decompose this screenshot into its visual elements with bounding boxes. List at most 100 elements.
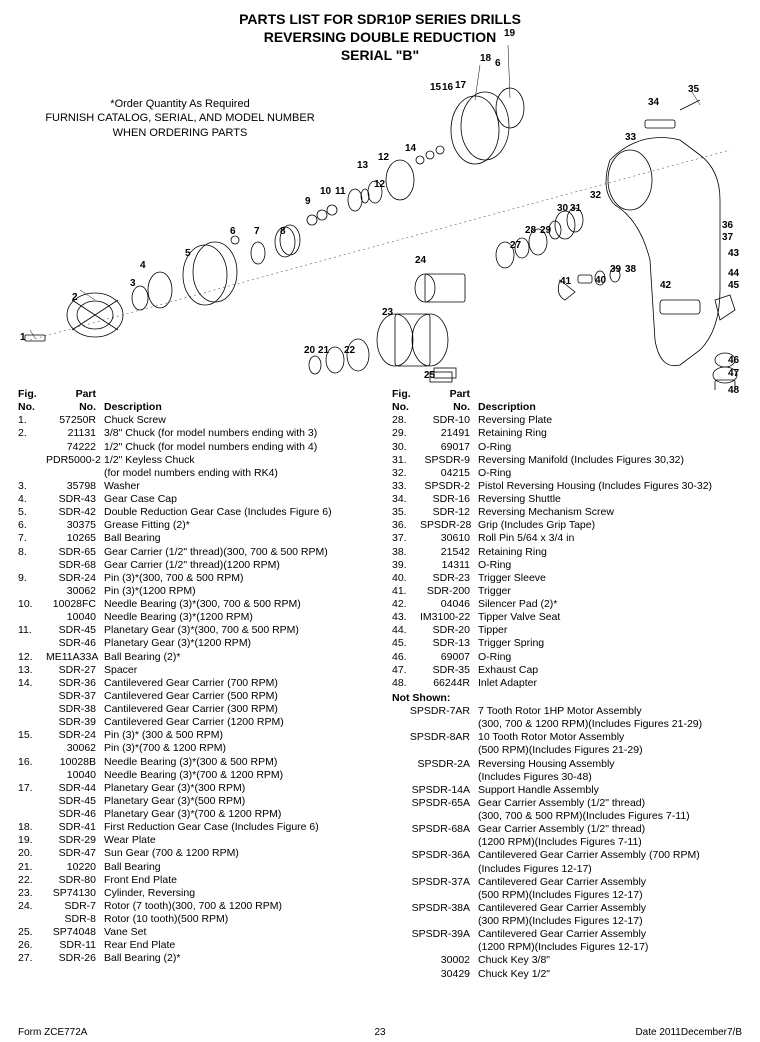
table-row: 31.SPSDR-9Reversing Manifold (Includes F… [392, 454, 748, 467]
fig-no [18, 716, 46, 729]
table-row: 38.21542Retaining Ring [392, 546, 748, 559]
part-no: SP74048 [46, 926, 104, 939]
description: (300, 700 & 1200 RPM)(Includes Figures 2… [478, 718, 748, 731]
fig-no: 41. [392, 585, 420, 598]
table-row: 30002Chuck Key 3/8" [392, 954, 748, 967]
callout-16: 16 [442, 82, 453, 93]
description: Pistol Reversing Housing (Includes Figur… [478, 480, 748, 493]
callout-45: 45 [728, 280, 739, 291]
description: Front End Plate [104, 874, 374, 887]
description: Needle Bearing (3)*(300 & 500 RPM) [104, 756, 374, 769]
part-no: SPSDR-36A [392, 849, 478, 862]
table-row: 23.SP74130Cylinder, Reversing [18, 887, 374, 900]
part-no: 10265 [46, 532, 104, 545]
fig-no: 47. [392, 664, 420, 677]
description: Rotor (7 tooth)(300, 700 & 1200 RPM) [104, 900, 374, 913]
fig-no [18, 611, 46, 624]
callout-6: 6 [495, 58, 501, 69]
table-row: 43.IM3100-22Tipper Valve Seat [392, 611, 748, 624]
table-row: 742221/2" Chuck (for model numbers endin… [18, 441, 374, 454]
description: (Includes Figures 30-48) [478, 771, 748, 784]
description: (Includes Figures 12-17) [478, 863, 748, 876]
description: (1200 RPM)(Includes Figures 7-11) [478, 836, 748, 849]
fig-no: 5. [18, 506, 46, 519]
description: Cantilevered Gear Carrier (500 RPM) [104, 690, 374, 703]
fig-no: 28. [392, 414, 420, 427]
fig-no [18, 637, 46, 650]
table-row: SPSDR-38ACantilevered Gear Carrier Assem… [392, 902, 748, 915]
table-row: 10.10028FCNeedle Bearing (3)*(300, 700 &… [18, 598, 374, 611]
callout-22: 22 [344, 345, 355, 356]
fig-no: 35. [392, 506, 420, 519]
callout-34: 34 [648, 97, 659, 108]
table-row: 26.SDR-11Rear End Plate [18, 939, 374, 952]
part-no: 30062 [46, 585, 104, 598]
fig-no: 17. [18, 782, 46, 795]
fig-no: 22. [18, 874, 46, 887]
part-no: SDR-16 [420, 493, 478, 506]
fig-no: 7. [18, 532, 46, 545]
callout-25: 25 [424, 370, 435, 381]
description: Inlet Adapter [478, 677, 748, 690]
fig-no: 46. [392, 651, 420, 664]
part-no: 14311 [420, 559, 478, 572]
callout-11: 11 [335, 186, 346, 197]
description: Roll Pin 5/64 x 3/4 in [478, 532, 748, 545]
part-no: 74222 [46, 441, 104, 454]
description: Spacer [104, 664, 374, 677]
description: (500 RPM)(Includes Figures 21-29) [478, 744, 748, 757]
table-row: 7.10265Ball Bearing [18, 532, 374, 545]
table-row: (1200 RPM)(Includes Figures 12-17) [392, 941, 748, 954]
part-no: SDR-13 [420, 637, 478, 650]
description: 1/2" Keyless Chuck [104, 454, 374, 467]
part-no: SPSDR-65A [392, 797, 478, 810]
table-row: 8.SDR-65Gear Carrier (1/2" thread)(300, … [18, 546, 374, 559]
table-row: 30429Chuck Key 1/2" [392, 968, 748, 981]
description: (300, 700 & 500 RPM)(Includes Figures 7-… [478, 810, 748, 823]
part-no: 30375 [46, 519, 104, 532]
table-row: SPSDR-2AReversing Housing Assembly [392, 758, 748, 771]
description: Washer [104, 480, 374, 493]
description: (300 RPM)(Includes Figures 12-17) [478, 915, 748, 928]
part-no: 04215 [420, 467, 478, 480]
table-row: 41.SDR-200Trigger [392, 585, 748, 598]
description: (500 RPM)(Includes Figures 12-17) [478, 889, 748, 902]
fig-no [18, 585, 46, 598]
callout-19: 19 [504, 28, 515, 39]
table-row: 44.SDR-20Tipper [392, 624, 748, 637]
callout-33: 33 [625, 132, 636, 143]
fig-no: 16. [18, 756, 46, 769]
fig-no: 39. [392, 559, 420, 572]
table-row: 42.04046Silencer Pad (2)* [392, 598, 748, 611]
description: Cantilevered Gear Carrier (300 RPM) [104, 703, 374, 716]
table-row: 34.SDR-16Reversing Shuttle [392, 493, 748, 506]
fig-no: 19. [18, 834, 46, 847]
title-line-1: PARTS LIST FOR SDR10P SERIES DRILLS [0, 10, 760, 28]
callout-17: 17 [455, 80, 466, 91]
table-row: 14.SDR-36Cantilevered Gear Carrier (700 … [18, 677, 374, 690]
fig-no: 33. [392, 480, 420, 493]
part-no: SDR-38 [46, 703, 104, 716]
part-no: SPSDR-8AR [392, 731, 478, 744]
part-no [392, 889, 478, 902]
part-no: SDR-45 [46, 624, 104, 637]
description: Chuck Key 3/8" [478, 954, 748, 967]
description: Planetary Gear (3)*(700 & 1200 RPM) [104, 808, 374, 821]
fig-no: 30. [392, 441, 420, 454]
callout-20: 20 [304, 345, 315, 356]
part-no: SDR-43 [46, 493, 104, 506]
description: Wear Plate [104, 834, 374, 847]
part-no: 21131 [46, 427, 104, 440]
part-no: 10040 [46, 611, 104, 624]
description: (for model numbers ending with RK4) [104, 467, 374, 480]
fig-no [18, 690, 46, 703]
description: 3/8" Chuck (for model numbers ending wit… [104, 427, 374, 440]
callout-5: 5 [185, 248, 191, 259]
callout-2: 2 [72, 292, 78, 303]
table-row: 9.SDR-24Pin (3)*(300, 700 & 500 RPM) [18, 572, 374, 585]
callout-43: 43 [728, 248, 739, 259]
fig-no: 8. [18, 546, 46, 559]
col-header-desc: Description [478, 401, 536, 414]
page-footer: Form ZCE772A 23 Date 2011December7/B [0, 1027, 760, 1038]
description: Pin (3)*(700 & 1200 RPM) [104, 742, 374, 755]
